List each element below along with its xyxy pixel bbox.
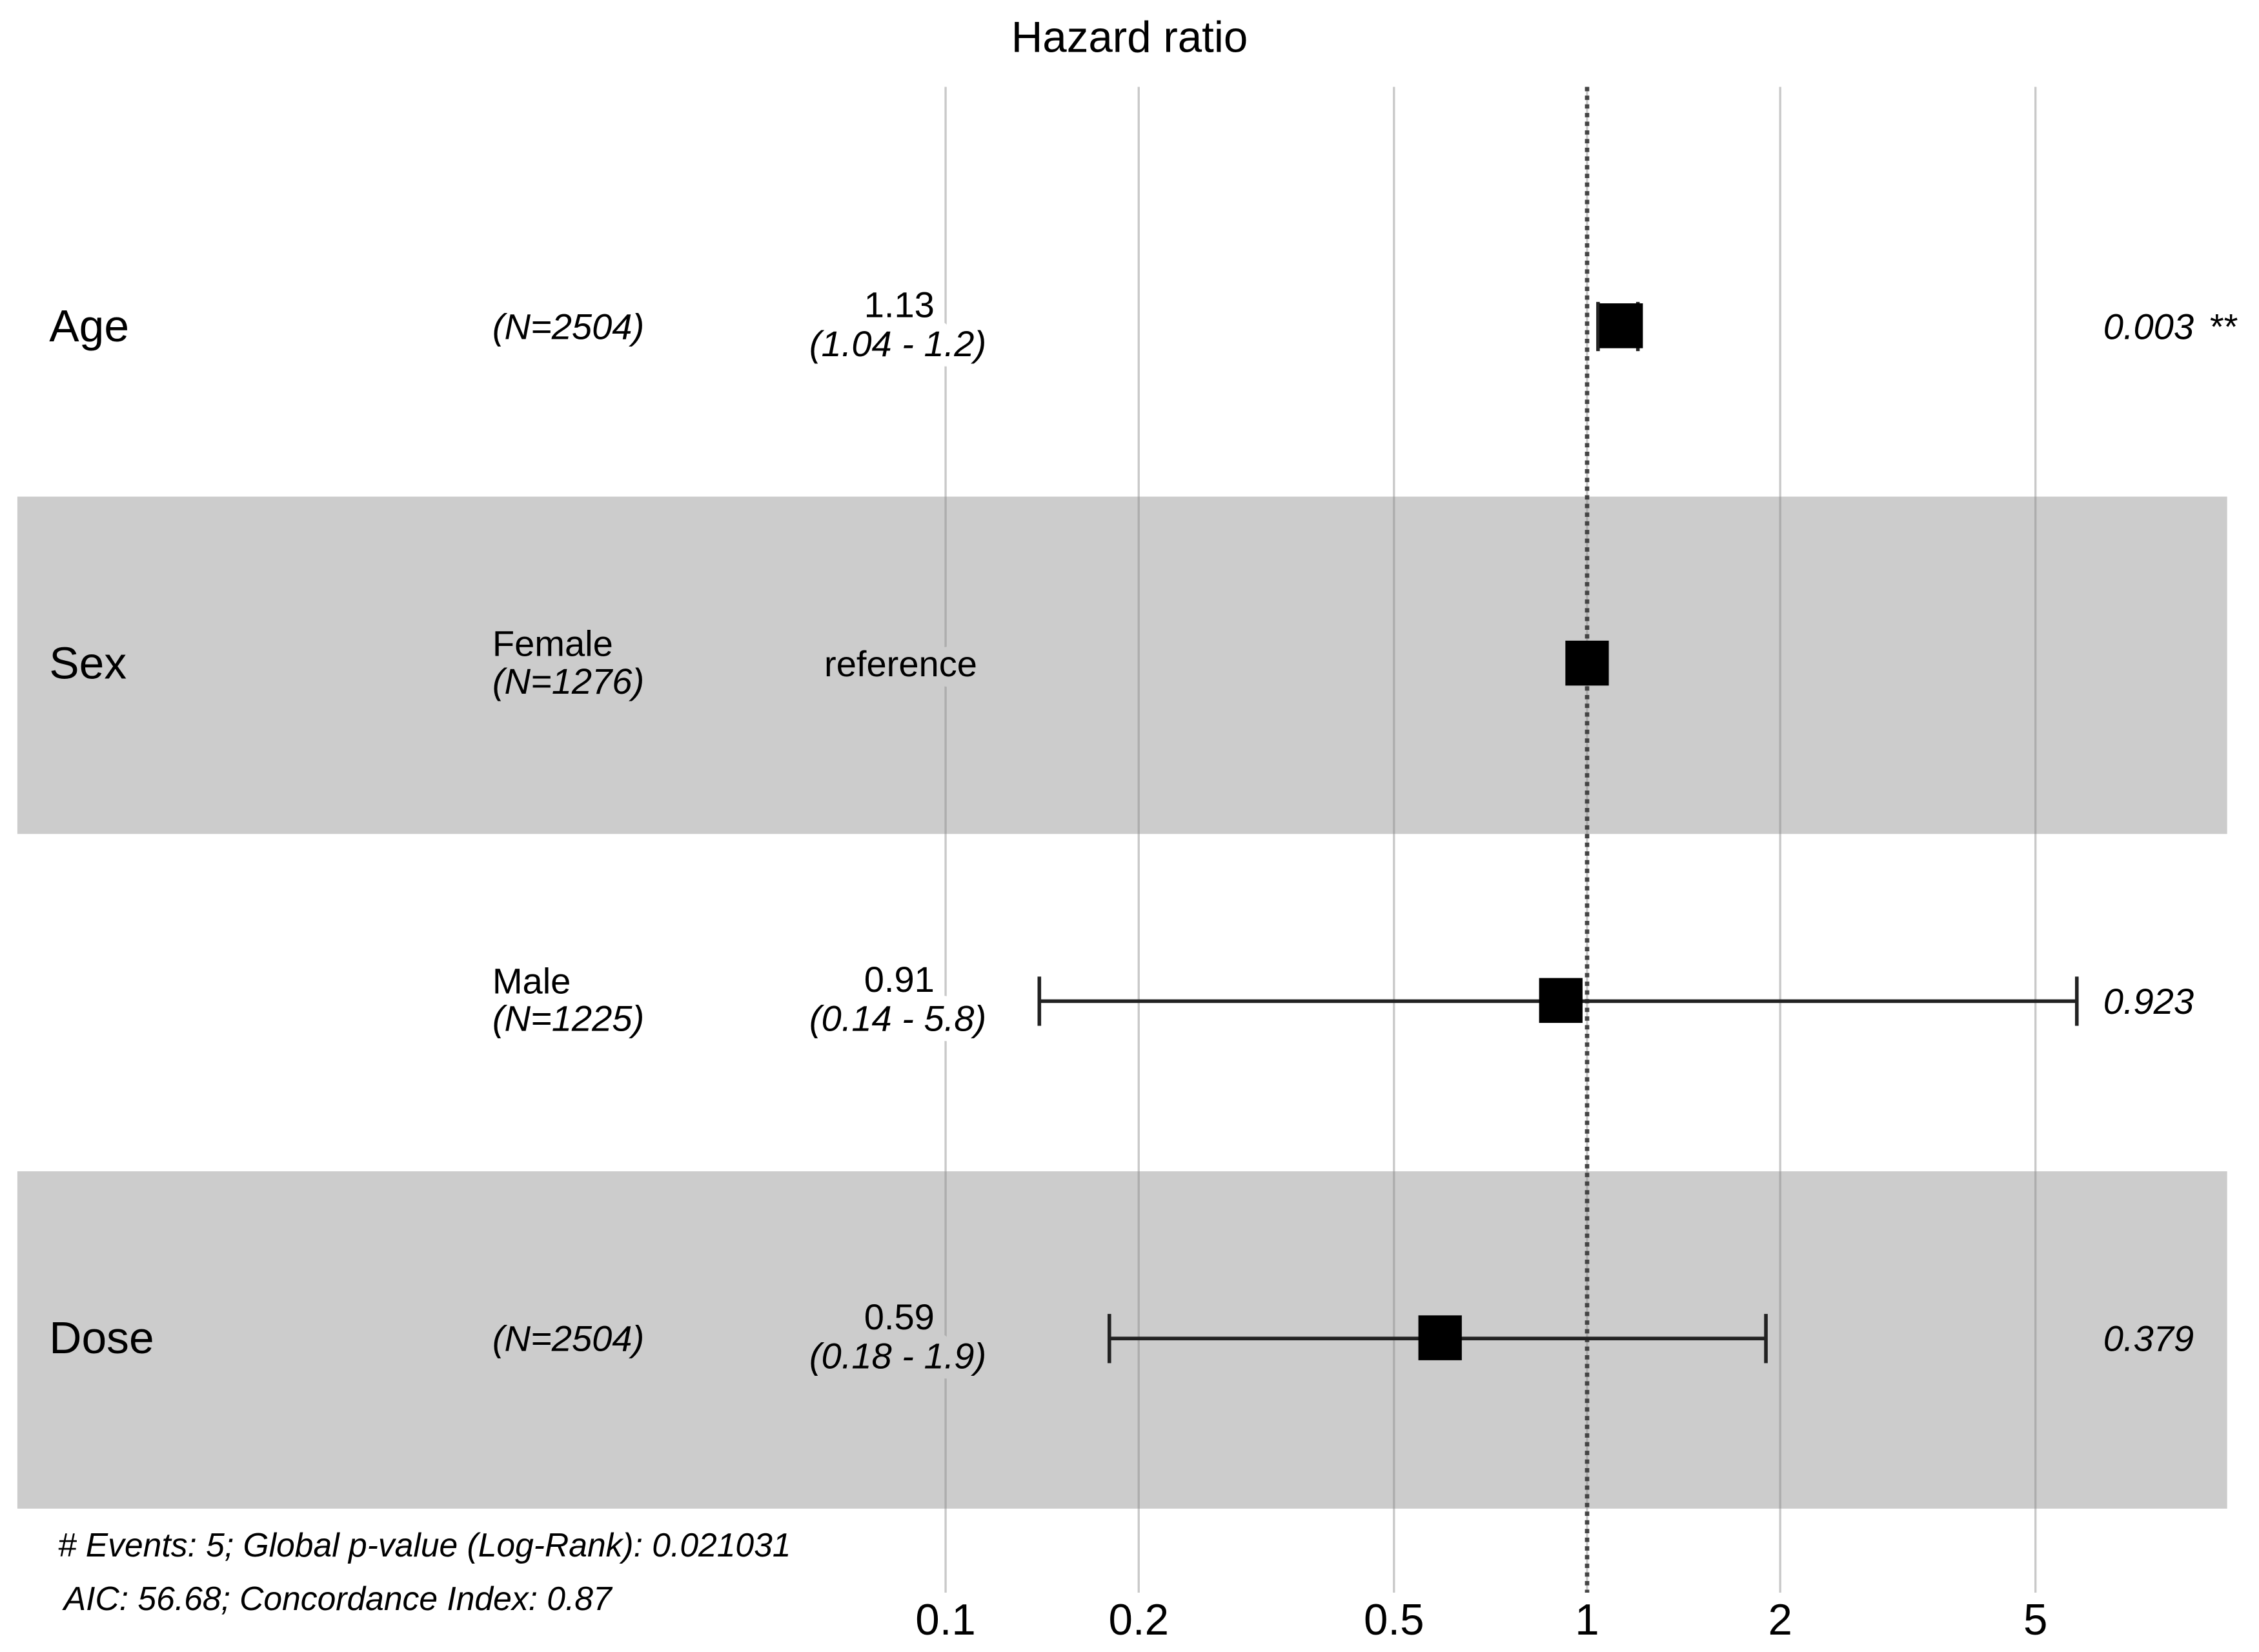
estimate-label: 1.13 [864, 285, 935, 325]
p-value: 0.003 [2103, 306, 2194, 347]
n-label: (N=1225) [492, 998, 644, 1039]
n-label: (N=1276) [492, 661, 644, 701]
estimate-label: 0.59 [864, 1296, 935, 1337]
variable-label: Dose [49, 1313, 154, 1363]
estimate-box [1599, 303, 1643, 348]
x-tick-label: 0.1 [915, 1596, 976, 1644]
p-value: 0.379 [2103, 1318, 2194, 1359]
variable-label: Age [49, 301, 129, 351]
estimate-label: reference [824, 643, 977, 684]
x-tick-label: 2 [1768, 1596, 1792, 1644]
ci-label: (1.04 - 1.2) [809, 323, 986, 364]
level-label: Female [492, 623, 613, 664]
p-stars: ** [2208, 306, 2238, 347]
ci-label: (0.14 - 5.8) [809, 998, 986, 1039]
estimate-box [1418, 1315, 1462, 1360]
row-band [17, 496, 2227, 834]
p-value: 0.923 [2103, 981, 2194, 1022]
ci-label: (0.18 - 1.9) [809, 1335, 986, 1376]
x-tick-label: 0.2 [1108, 1596, 1169, 1644]
footnote: AIC: 56.68; Concordance Index: 0.87 [62, 1580, 613, 1617]
estimate-box [1565, 640, 1609, 686]
chart-title: Hazard ratio [1011, 14, 1248, 62]
n-label: (N=2504) [492, 306, 644, 347]
level-label: Male [492, 960, 571, 1001]
x-tick-label: 5 [2023, 1596, 2047, 1644]
x-tick-label: 0.5 [1364, 1596, 1424, 1644]
estimate-box [1539, 978, 1583, 1023]
n-label: (N=2504) [492, 1318, 644, 1359]
estimate-label: 0.91 [864, 959, 935, 1000]
x-tick-label: 1 [1575, 1596, 1599, 1644]
footnote: # Events: 5; Global p-value (Log-Rank): … [58, 1526, 791, 1564]
variable-label: Sex [49, 638, 127, 689]
